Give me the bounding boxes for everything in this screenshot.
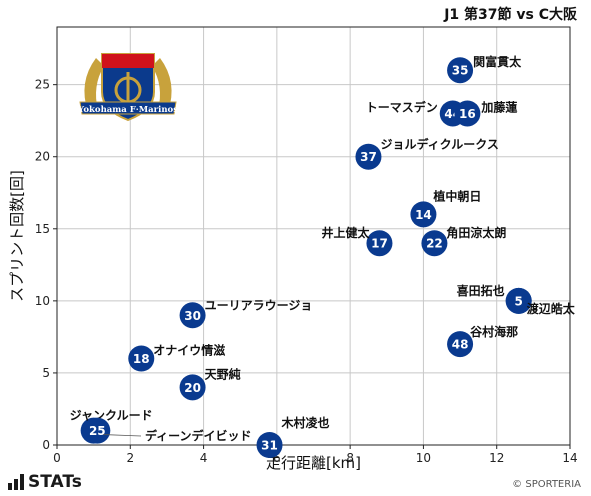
y-tick-label: 5 [42,366,50,380]
point-marker [256,432,283,458]
point-number: 30 [184,309,201,323]
axis-ticks: 0 2 4 6 8 10 12 14 0 5 10 15 20 25 [35,78,578,465]
data-point: 4ジャンクルード [70,409,153,444]
point-name-label: トーマスデン [366,99,438,114]
point-marker [421,230,448,257]
x-tick-label: 4 [200,451,208,465]
x-tick-label: 0 [53,451,61,465]
x-axis-label: 走行距離[km] [266,454,361,470]
crest-red-band [102,54,154,68]
point-number: 17 [371,237,388,251]
crest-gold-ring [84,58,104,112]
plot-frame [56,26,571,446]
point-name-label: ディーンデイビッド [145,428,252,443]
data-point: 5 渡辺皓太 [505,287,576,316]
point-name-label: 植中朝日 [432,188,481,203]
point-name-label: ジョルディクルークス [380,137,498,152]
y-tick-label: 25 [35,78,50,92]
y-tick-label: 15 [35,222,50,236]
point-number: 16 [459,107,476,121]
point-name-label: 加藤蓮 [480,99,517,114]
x-tick-label: 8 [346,451,354,465]
point-name-label: オナイウ情滋 [153,343,225,358]
point-marker [505,287,532,314]
point-name-label: 関富貫太 [473,54,522,69]
data-point: 25 [84,417,111,444]
y-tick-label: 0 [42,438,50,452]
point-marker [179,374,206,401]
stats-brand: STATs [8,472,82,492]
point-marker [179,302,206,329]
x-tick-label: 6 [273,451,281,465]
point-number: 31 [261,439,278,453]
point-marker [447,331,474,358]
y-axis-label: スプリント回数[回] [8,170,26,302]
point-marker [355,143,382,170]
data-point: 35 関富貫太 [447,54,522,84]
bar-chart-icon [8,474,24,490]
chart-title: J1 第37節 vs C大阪 [444,7,577,23]
point-marker [366,230,393,257]
point-marker [454,100,481,127]
leader-line [103,434,142,437]
club-crest: Yokohama F·Marinos [77,53,178,122]
data-point: 30 ユーリアラウージョ [179,298,313,329]
point-number: 18 [133,352,150,366]
credit-text: © SPORTERIA [512,479,581,490]
point-number: 48 [452,338,469,352]
point-number: 25 [89,424,106,438]
point-marker [447,57,474,84]
scatter-chart: 0 2 4 6 8 10 12 14 0 5 10 15 20 25 走行距離[km] スプリント回数[回… [8,26,578,470]
point-name-label: ユーリアラウージョ [205,298,313,312]
stats-brand-text: STATs [28,472,82,492]
crest-gold-ring-right [152,58,172,112]
point-name-label: 木村凌也 [281,415,330,430]
data-point: ディーンデイビッド [103,428,252,443]
point-number: 37 [360,150,377,164]
y-tick-label: 10 [35,294,50,308]
point-number: 14 [415,208,432,222]
point-marker [84,417,111,444]
point-name-label: 渡辺皓太 [527,301,576,316]
point-marker [128,345,155,372]
point-name-label: 角田涼太朗 [446,225,506,240]
point-name-label: 喜田拓也 [457,283,505,298]
point-name-label: 天野純 [205,366,241,381]
x-tick-label: 10 [416,451,431,465]
point-number: 22 [426,237,443,251]
crest-ribbon-text: Yokohama F·Marinos [77,105,178,115]
data-point: 16 加藤蓮 [454,99,517,127]
crest-ribbon [79,101,177,115]
point-number: 20 [184,381,201,395]
point-name-label: 谷村海那 [470,324,518,339]
point-name-label: 井上健太 [321,225,370,240]
data-point: 20 天野純 [179,366,241,401]
point-name-label: ジャンクルード [70,409,153,423]
x-tick-label: 12 [489,451,504,465]
point-number: 35 [452,64,469,78]
x-tick-label: 2 [126,451,134,465]
point-marker [410,201,437,228]
x-tick-label: 14 [562,451,577,465]
point-number: 5 [515,294,523,308]
y-tick-label: 20 [35,150,50,164]
